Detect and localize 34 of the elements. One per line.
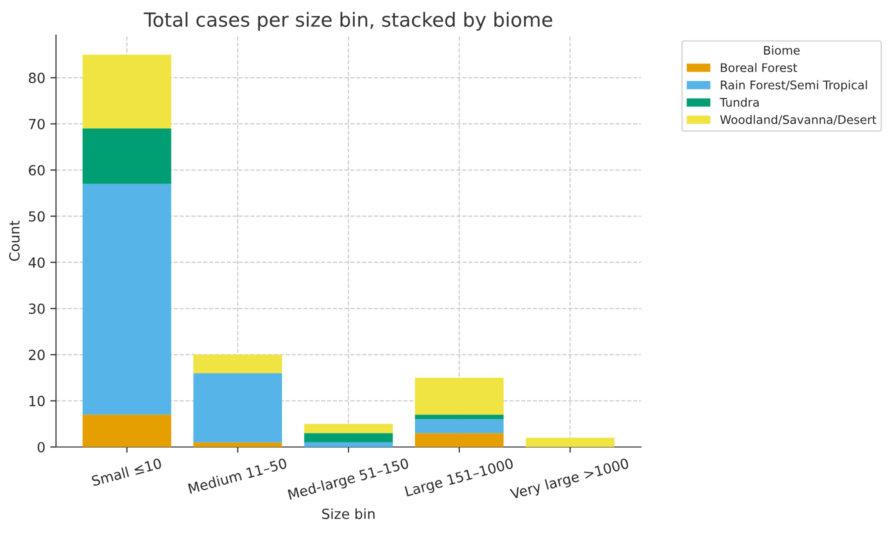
bar xyxy=(82,414,172,447)
bar xyxy=(193,373,282,442)
x-tick-label: Medium 11–50 xyxy=(188,458,288,494)
y-axis-title: Count xyxy=(9,220,20,261)
y-tick-label: 70 xyxy=(29,118,45,130)
legend-label: Tundra xyxy=(720,98,759,107)
bar xyxy=(304,424,393,434)
y-tick-label: 80 xyxy=(28,72,45,84)
bar xyxy=(304,442,393,447)
y-tick-label: 10 xyxy=(29,396,45,406)
bar xyxy=(304,433,393,442)
legend-label: Boreal Forest xyxy=(720,62,798,72)
legend-title: Biome xyxy=(764,46,800,55)
bar xyxy=(414,414,504,420)
y-tick-label: 0 xyxy=(38,442,45,452)
bar xyxy=(82,54,172,128)
y-tick-label: 40 xyxy=(28,257,45,268)
y-tick-label: 30 xyxy=(28,303,45,314)
bar xyxy=(82,128,172,184)
y-tick-label: 60 xyxy=(28,164,45,176)
legend-label: Rain Forest/Semi Tropical xyxy=(720,80,867,92)
x-axis-title: Size bin xyxy=(322,508,375,520)
y-tick-label: 50 xyxy=(28,211,45,222)
bar xyxy=(82,184,172,415)
legend-label: Woodland/Savanna/Desert xyxy=(720,114,876,126)
bar xyxy=(414,378,504,415)
chart-title: Total cases per size bin, stacked by biome xyxy=(144,12,552,31)
y-tick-label: 20 xyxy=(28,350,45,360)
bar xyxy=(193,442,282,447)
bar xyxy=(193,354,282,374)
bar xyxy=(414,433,504,447)
bar xyxy=(526,438,614,447)
bar xyxy=(414,419,504,434)
x-tick-label: Small ≤10 xyxy=(91,458,162,486)
